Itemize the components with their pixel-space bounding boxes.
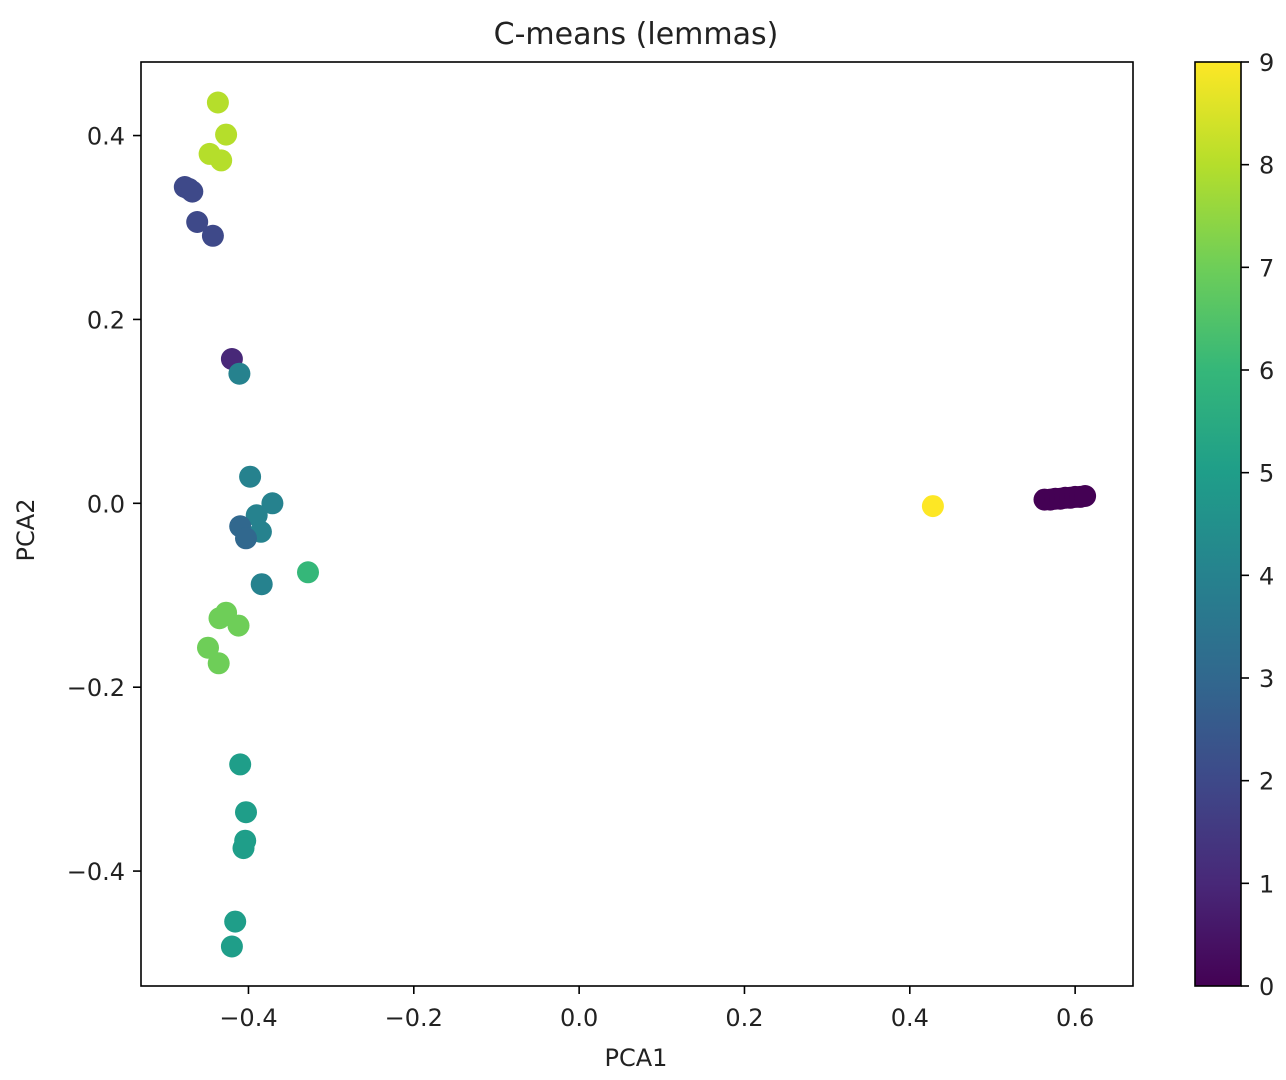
colorbar-tick-label: 4 <box>1259 562 1274 590</box>
data-point <box>208 607 231 630</box>
data-point <box>229 753 252 776</box>
x-axis-ticks: −0.4 −0.2 0.0 0.2 0.4 0.6 <box>219 986 1094 1032</box>
colorbar-gradient <box>1195 62 1241 986</box>
colorbar-frame <box>1194 61 1242 987</box>
data-point <box>228 362 251 385</box>
data-point <box>197 636 219 659</box>
x-tick-label: 0.0 <box>560 1004 598 1032</box>
colorbar: 0 1 2 3 4 5 6 7 8 9 <box>1194 49 1274 1001</box>
colorbar-tick-label: 0 <box>1259 973 1274 1001</box>
data-point <box>235 801 257 824</box>
data-point <box>181 180 204 203</box>
data-point <box>232 837 255 860</box>
data-point <box>224 910 247 933</box>
y-tick-label: 0.4 <box>87 123 125 151</box>
y-tick-label: 0.2 <box>87 306 125 334</box>
colorbar-tick-label: 5 <box>1259 460 1274 488</box>
colorbar-tick-label: 9 <box>1259 49 1274 77</box>
data-point <box>210 149 233 172</box>
colorbar-ticks: 0 1 2 3 4 5 6 7 8 9 <box>1241 49 1274 1001</box>
y-axis-label: PCA2 <box>12 499 40 562</box>
y-axis-ticks: −0.4 −0.2 0.0 0.2 0.4 <box>67 123 141 886</box>
colorbar-tick-label: 7 <box>1259 254 1274 282</box>
points-layer <box>173 91 1097 958</box>
x-tick-label: −0.4 <box>219 1004 277 1032</box>
data-point <box>206 91 229 114</box>
plot-frame <box>140 61 1134 987</box>
data-point <box>250 573 273 596</box>
x-tick-label: 0.6 <box>1056 1004 1094 1032</box>
data-point <box>201 224 224 247</box>
colorbar-tick-label: 8 <box>1259 152 1274 180</box>
data-point <box>297 561 319 584</box>
data-point <box>186 211 209 233</box>
data-point <box>261 492 284 515</box>
data-point <box>235 527 257 550</box>
data-point <box>220 935 243 958</box>
data-point <box>215 123 238 146</box>
x-tick-label: 0.4 <box>891 1004 929 1032</box>
plot-area: −0.4 −0.2 0.0 0.2 0.4 0.6 −0.4 −0.2 0.0 0.2 0.4 <box>67 61 1134 1032</box>
colorbar-tick-label: 1 <box>1259 870 1274 898</box>
y-tick-label: −0.4 <box>67 858 125 886</box>
plot-background <box>141 62 1133 986</box>
data-point <box>227 614 250 637</box>
colorbar-tick-label: 3 <box>1259 665 1274 693</box>
data-point <box>239 465 262 488</box>
data-point <box>1074 485 1097 507</box>
data-point <box>921 495 944 518</box>
chart-title: C-means (lemmas) <box>494 17 779 52</box>
y-tick-label: 0.0 <box>87 490 125 518</box>
x-axis-label: PCA1 <box>605 1044 668 1072</box>
y-tick-label: −0.2 <box>67 674 125 702</box>
data-point <box>245 504 268 527</box>
x-tick-label: 0.2 <box>725 1004 763 1032</box>
colorbar-tick-label: 2 <box>1259 768 1274 796</box>
data-point <box>207 652 230 675</box>
x-tick-label: −0.2 <box>385 1004 443 1032</box>
colorbar-tick-label: 6 <box>1259 357 1274 385</box>
